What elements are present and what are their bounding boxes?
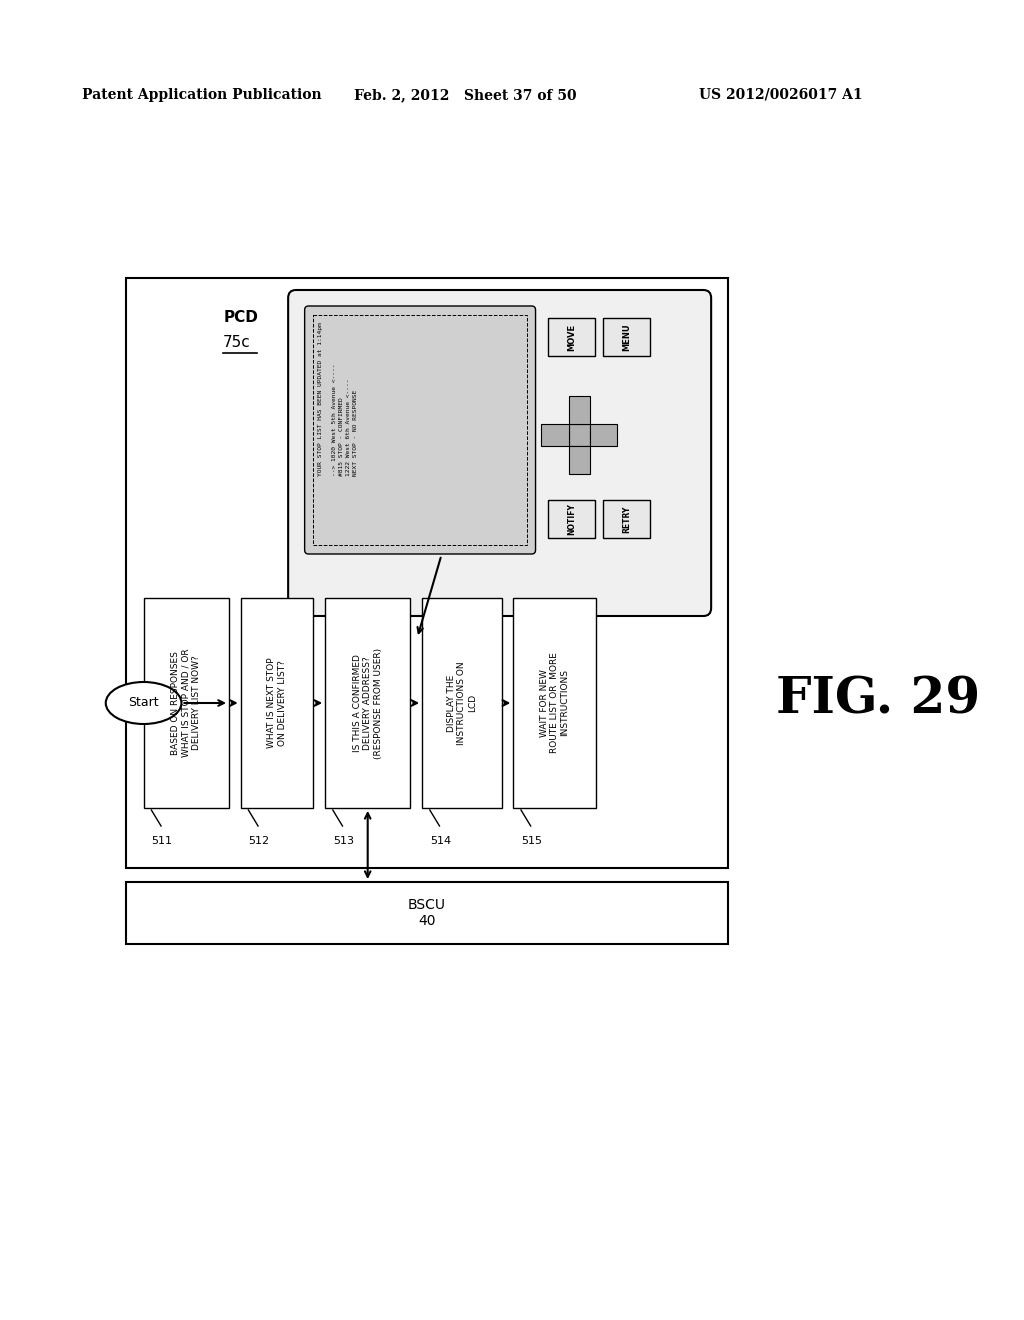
Text: WAIT FOR NEW
ROUTE LIST OR  MORE
INSTRUCTIONS: WAIT FOR NEW ROUTE LIST OR MORE INSTRUCT…: [540, 652, 569, 754]
Text: YOUR STOP LIST HAS BEEN UPDATED at 1:14pm

--> 1020 West 5th Avenue <----
#815 S: YOUR STOP LIST HAS BEEN UPDATED at 1:14p…: [318, 322, 358, 475]
Text: 75c: 75c: [223, 335, 251, 350]
FancyBboxPatch shape: [422, 598, 502, 808]
Text: 512: 512: [249, 836, 269, 846]
Text: IS THIS A CONFIRMED
DELIVERY ADDRESS?
(RESPONSE FROM USER): IS THIS A CONFIRMED DELIVERY ADDRESS? (R…: [353, 647, 383, 759]
FancyBboxPatch shape: [542, 424, 568, 446]
Text: MENU: MENU: [623, 323, 631, 351]
Text: BSCU
40: BSCU 40: [408, 898, 445, 928]
Text: DISPLAY THE
INSTRUCTIONS ON
LCD: DISPLAY THE INSTRUCTIONS ON LCD: [446, 661, 477, 744]
Text: BASED ON RESPONSES
WHAT IS STOP AND / OR
DELIVERY LIST NOW?: BASED ON RESPONSES WHAT IS STOP AND / OR…: [171, 648, 201, 758]
Text: WHAT IS NEXT STOP
ON DELIVERY LIST?: WHAT IS NEXT STOP ON DELIVERY LIST?: [267, 657, 287, 748]
FancyBboxPatch shape: [288, 290, 711, 616]
FancyBboxPatch shape: [513, 598, 596, 808]
Text: Start: Start: [128, 697, 159, 710]
FancyBboxPatch shape: [568, 424, 590, 446]
FancyBboxPatch shape: [241, 598, 313, 808]
Text: RETRY: RETRY: [623, 506, 631, 533]
FancyBboxPatch shape: [325, 598, 411, 808]
Text: 513: 513: [333, 836, 353, 846]
Text: 514: 514: [430, 836, 451, 846]
Text: Patent Application Publication: Patent Application Publication: [83, 88, 323, 102]
FancyBboxPatch shape: [603, 318, 650, 356]
Text: PCD: PCD: [223, 310, 258, 325]
FancyBboxPatch shape: [548, 318, 595, 356]
FancyBboxPatch shape: [126, 279, 728, 869]
FancyBboxPatch shape: [568, 446, 590, 474]
Text: Feb. 2, 2012   Sheet 37 of 50: Feb. 2, 2012 Sheet 37 of 50: [354, 88, 577, 102]
FancyBboxPatch shape: [313, 315, 526, 545]
Text: 511: 511: [152, 836, 172, 846]
FancyBboxPatch shape: [126, 882, 728, 944]
Text: 515: 515: [521, 836, 542, 846]
Ellipse shape: [105, 682, 181, 723]
FancyBboxPatch shape: [143, 598, 229, 808]
FancyBboxPatch shape: [603, 500, 650, 539]
FancyBboxPatch shape: [548, 500, 595, 539]
Text: MOVE: MOVE: [567, 323, 575, 351]
FancyBboxPatch shape: [304, 306, 536, 554]
Text: NOTIFY: NOTIFY: [567, 503, 575, 535]
Text: FIG. 29: FIG. 29: [776, 676, 980, 725]
FancyBboxPatch shape: [568, 396, 590, 424]
FancyBboxPatch shape: [590, 424, 617, 446]
Text: US 2012/0026017 A1: US 2012/0026017 A1: [698, 88, 862, 102]
